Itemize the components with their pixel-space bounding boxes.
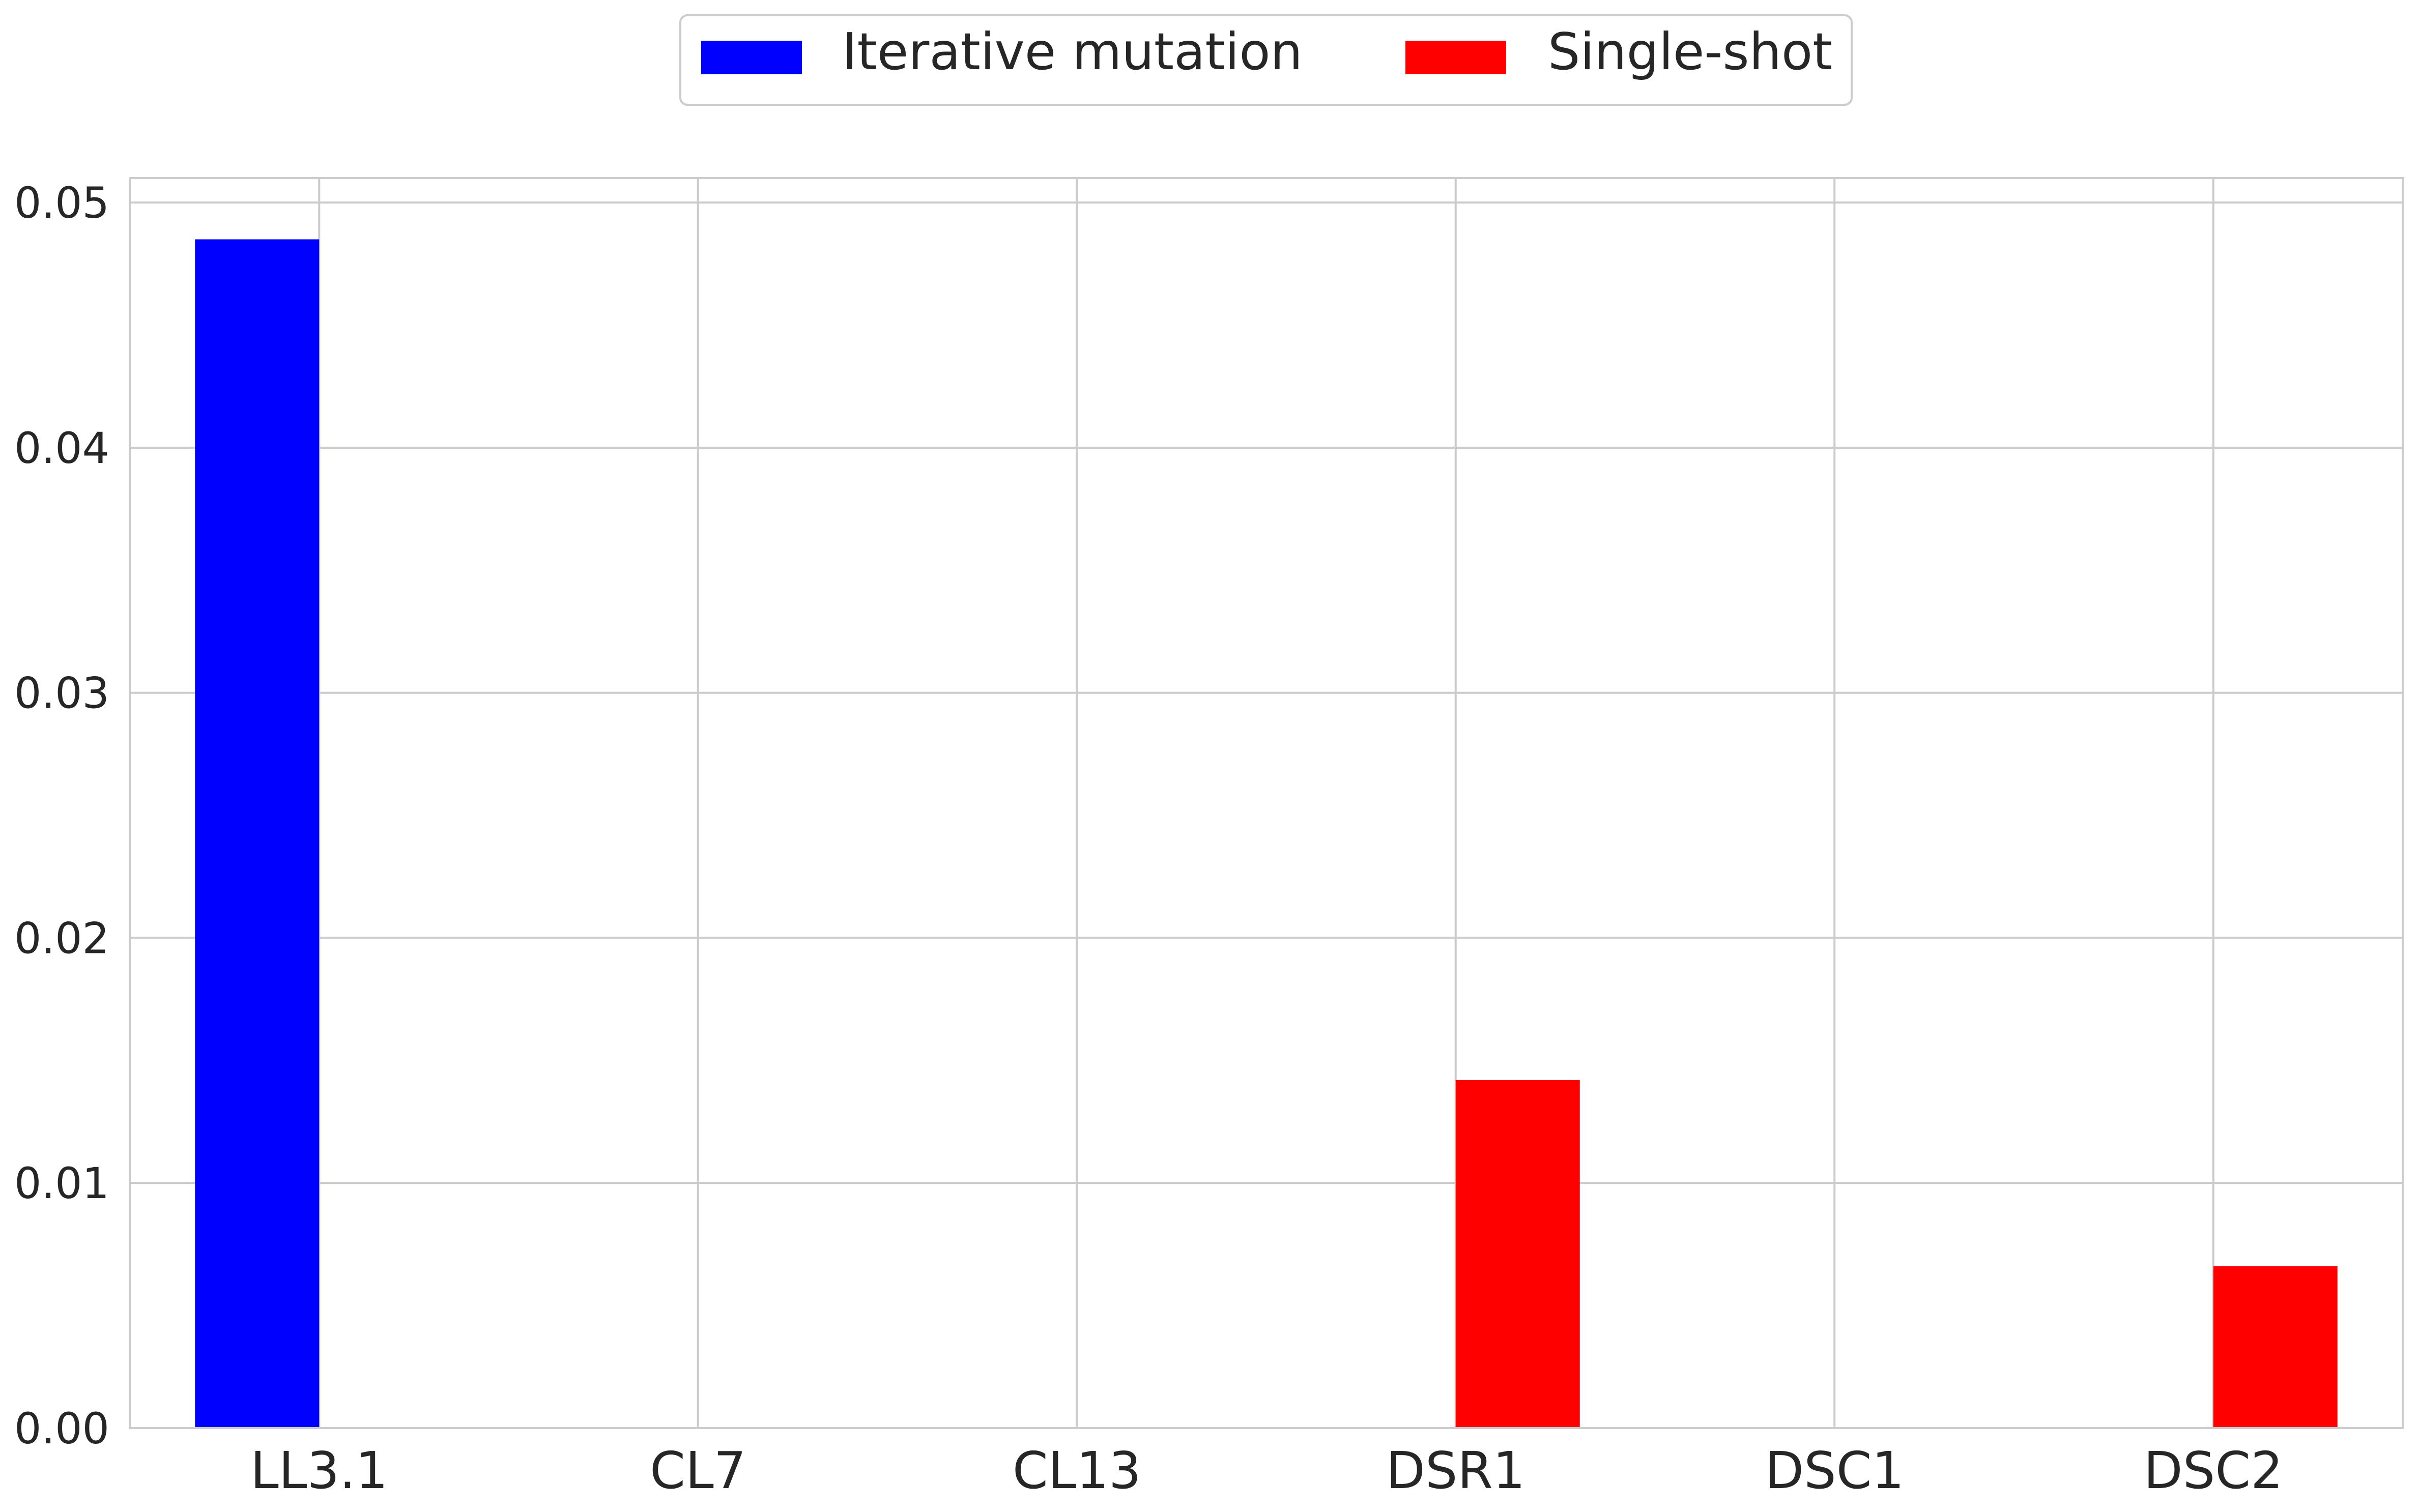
x-tick-label-dsc1: DSC1 [1765, 1441, 1904, 1500]
x-tick-label-dsc2: DSC2 [2144, 1441, 2283, 1500]
y-tick-label: 0.04 [14, 423, 109, 473]
legend-label-single-shot: Single-shot [1548, 22, 1832, 81]
legend: Iterative mutation Single-shot [679, 14, 1853, 106]
plot-area-frame [129, 177, 2404, 1429]
y-tick-label: 0.05 [14, 178, 109, 228]
bar-iterative-mutation-ll3-1 [195, 239, 320, 1428]
bar-single-shot-dsc2 [2213, 1266, 2338, 1428]
x-tick-label-cl7: CL7 [650, 1441, 746, 1500]
x-tick-label-cl13: CL13 [1013, 1441, 1141, 1500]
x-axis-tick-labels: LL3.1 CL7 CL13 DSR1 DSC1 DSC2 [250, 1441, 2283, 1500]
bar-single-shot-dsr1 [1455, 1080, 1580, 1428]
y-tick-label: 0.00 [14, 1404, 109, 1453]
legend-frame [679, 14, 1853, 106]
x-tick-label-ll3-1: LL3.1 [250, 1441, 388, 1500]
y-tick-label: 0.01 [14, 1158, 109, 1208]
y-tick-label: 0.03 [14, 668, 109, 718]
legend-label-iterative-mutation: Iterative mutation [842, 22, 1303, 81]
bars [195, 239, 2338, 1428]
x-tick-label-dsr1: DSR1 [1386, 1441, 1525, 1500]
y-axis-tick-labels: 0.00 0.01 0.02 0.03 0.04 0.05 [14, 178, 109, 1453]
legend-swatch-iterative-mutation [701, 41, 802, 74]
grid [130, 178, 2403, 1429]
y-tick-label: 0.02 [14, 913, 109, 963]
legend-swatch-single-shot [1405, 41, 1506, 74]
